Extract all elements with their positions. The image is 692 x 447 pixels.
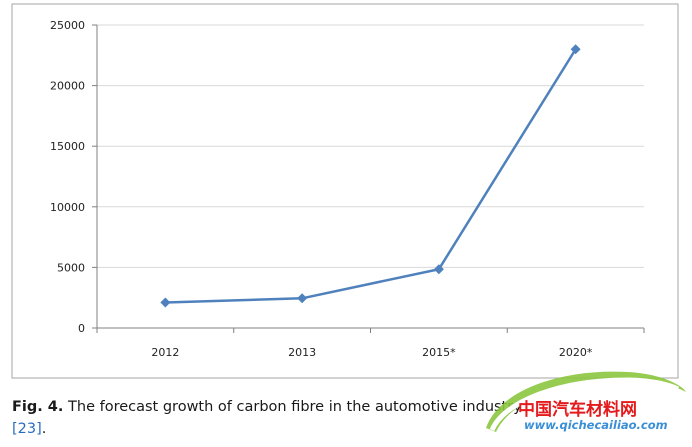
- data-point-marker: [160, 297, 171, 308]
- chart-frame: [11, 3, 679, 379]
- figure-number: Fig. 4.: [12, 399, 64, 415]
- watermark-title: 中国汽车材料网: [518, 400, 637, 420]
- chart-container: 0 5000 10000 15000 20000 25000 2012 2013 2015* 20…: [11, 3, 679, 379]
- reference-link[interactable]: [23]: [12, 421, 42, 437]
- x-tick-label: 2013: [288, 346, 316, 359]
- watermark-logo: 中国汽车材料网 www.qichecailiao.com: [478, 362, 688, 442]
- x-tick-label: 2015*: [422, 346, 456, 359]
- y-tick-label: 0: [78, 322, 85, 335]
- figure-caption: Fig. 4. The forecast growth of carbon fi…: [12, 396, 532, 440]
- y-tick-label: 20000: [50, 80, 85, 93]
- data-point-marker: [433, 264, 444, 275]
- y-tick-label: 25000: [50, 19, 85, 32]
- watermark-swoosh-icon: [486, 371, 686, 432]
- caption-text: The forecast growth of carbon fibre in t…: [63, 399, 522, 415]
- watermark-url: www.qichecailiao.com: [524, 418, 668, 432]
- data-point-marker: [570, 44, 581, 55]
- caption-end: .: [41, 421, 47, 437]
- data-point-marker: [297, 293, 308, 304]
- series-line: [165, 48, 577, 304]
- x-tick-label: 2020*: [559, 346, 593, 359]
- y-tick-label: 10000: [50, 201, 85, 214]
- y-tick-label: 5000: [57, 261, 85, 274]
- x-tick-label: 2012: [151, 346, 179, 359]
- line-chart: 0 5000 10000 15000 20000 25000 2012 2013 2015* 20…: [11, 3, 679, 379]
- y-tick-label: 15000: [50, 140, 85, 153]
